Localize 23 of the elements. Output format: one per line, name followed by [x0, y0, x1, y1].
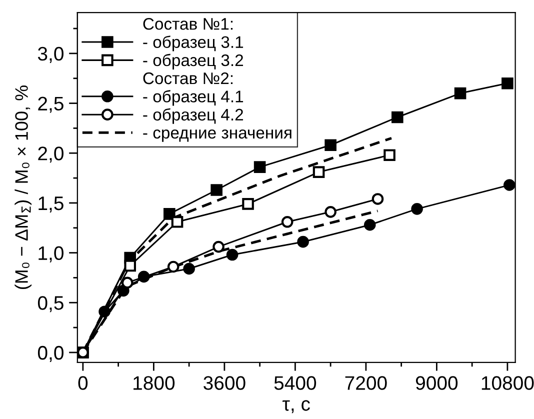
x-tick-label: 1800: [134, 376, 175, 390]
x-tick-label: 10800: [482, 376, 534, 390]
x-tick-label: 0: [78, 376, 88, 390]
y-tick-label: 1,0: [38, 246, 64, 262]
legend-label: - средние значения: [143, 129, 292, 142]
y-tick-label: 3,0: [38, 46, 64, 63]
legend-label: - образец 4.1: [143, 90, 244, 106]
x-axis-title: τ, с: [282, 400, 310, 414]
y-tick-label: 2,5: [38, 96, 64, 113]
y-tick-label: 0,0: [38, 346, 64, 362]
legend-label: - образец 3.1: [143, 36, 244, 52]
y-tick-label: 1,5: [38, 196, 64, 212]
y-tick-label: 2,0: [38, 146, 64, 163]
annotation: Состав №2:: [143, 72, 233, 84]
annotation: Состав №1:: [143, 18, 233, 30]
x-tick-label: 3600: [204, 376, 246, 390]
y-tick-label: 0,5: [38, 296, 64, 312]
legend-label: - образец 4.2: [143, 108, 244, 124]
x-tick-label: 9000: [416, 376, 458, 390]
legend-label: - образец 3.2: [143, 54, 244, 70]
x-tick-label: 7200: [345, 376, 387, 390]
x-tick-label: 5400: [274, 376, 316, 390]
y-axis-title: (M₀ − ΔM$_{Σ}$) / M₀ × 100, %: [14, 86, 32, 290]
